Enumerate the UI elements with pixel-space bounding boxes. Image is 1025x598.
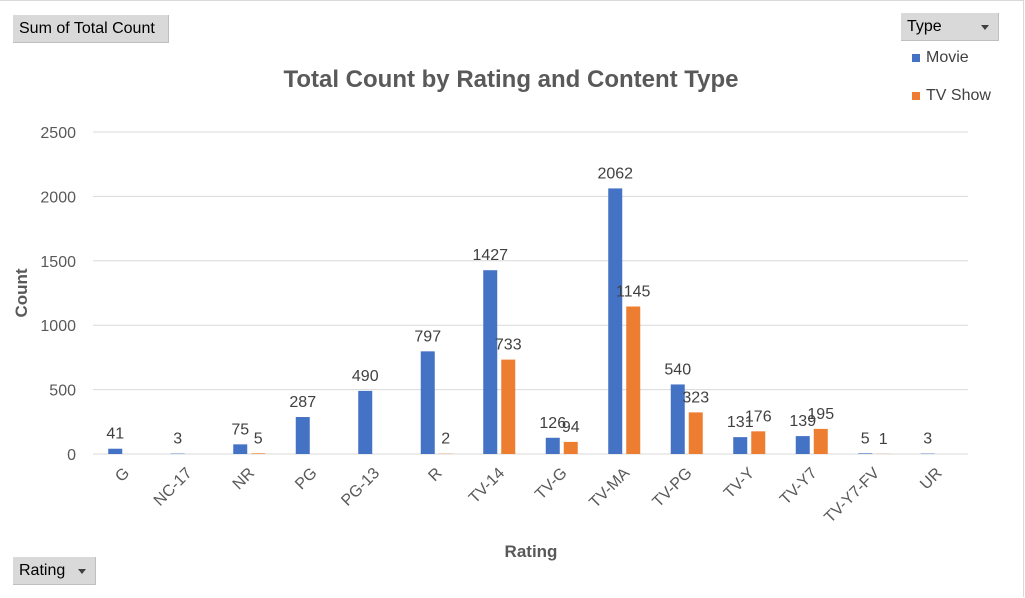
y-tick-label: 1500 bbox=[40, 254, 76, 271]
bar-movie bbox=[358, 390, 373, 454]
bar-tv-show bbox=[688, 412, 703, 454]
x-tick-label: TV-G bbox=[532, 465, 570, 503]
x-tick-label: TV-14 bbox=[466, 465, 508, 507]
x-tick-label: TV-Y7-FV bbox=[821, 465, 883, 527]
data-label: 195 bbox=[807, 406, 834, 423]
rating-filter-label: Rating bbox=[19, 562, 66, 579]
x-tick-label: NR bbox=[230, 465, 258, 493]
values-field-button[interactable]: Sum of Total Count bbox=[13, 15, 169, 43]
x-tick-label: NC-17 bbox=[151, 465, 196, 510]
rating-filter-button[interactable]: Rating bbox=[13, 557, 96, 585]
data-label: 1145 bbox=[616, 284, 651, 301]
bar-tv-show bbox=[251, 453, 266, 454]
data-label: 1 bbox=[879, 431, 888, 448]
data-label: 3 bbox=[923, 431, 932, 448]
bar-movie bbox=[233, 444, 248, 454]
bar-movie bbox=[483, 270, 498, 454]
x-tick-label: R bbox=[425, 465, 445, 485]
chart-title: Total Count by Rating and Content Type bbox=[283, 66, 738, 93]
data-label: 5 bbox=[254, 430, 263, 447]
data-label: 75 bbox=[231, 421, 249, 438]
y-tick-label: 2500 bbox=[40, 125, 76, 142]
bar-movie bbox=[108, 448, 123, 454]
bar-movie bbox=[420, 351, 435, 454]
data-label: 5 bbox=[861, 430, 870, 447]
data-label: 797 bbox=[414, 328, 441, 345]
x-tick-label: TV-MA bbox=[586, 465, 633, 512]
bar-movie bbox=[545, 437, 560, 454]
data-label: 131 bbox=[727, 414, 754, 431]
legend-item-tv-show: TV Show bbox=[912, 87, 991, 105]
bar-tv-show bbox=[751, 431, 766, 454]
x-axis-label: Rating bbox=[505, 542, 558, 561]
x-tick-label: UR bbox=[917, 465, 945, 493]
bar-movie bbox=[670, 384, 685, 454]
bars bbox=[108, 188, 935, 454]
data-label: 176 bbox=[745, 408, 772, 425]
data-label: 41 bbox=[106, 426, 124, 443]
data-label: 2 bbox=[441, 431, 450, 448]
bar-movie bbox=[733, 437, 748, 454]
data-label: 540 bbox=[664, 361, 691, 378]
data-label: 2062 bbox=[597, 165, 633, 182]
bar-movie bbox=[295, 417, 310, 454]
bar-movie bbox=[858, 453, 873, 454]
legend-swatch-movie bbox=[912, 53, 920, 62]
x-axis-ticks: G NC-17 NR PG PG-13 R TV-14 TV-G TV-MA TV-PG TV-Y T… bbox=[112, 465, 945, 527]
bar-tv-show bbox=[501, 359, 516, 454]
y-axis-label: Count bbox=[12, 268, 31, 317]
legend-label-movie: Movie bbox=[926, 49, 969, 66]
y-tick-label: 0 bbox=[67, 447, 76, 464]
x-tick-label: PG bbox=[292, 465, 320, 493]
data-label: 733 bbox=[495, 337, 522, 354]
chevron-down-icon bbox=[78, 569, 86, 574]
data-label: 94 bbox=[562, 419, 580, 436]
bar-movie bbox=[608, 188, 623, 454]
data-label: 323 bbox=[682, 389, 709, 406]
legend-item-movie: Movie bbox=[912, 49, 969, 67]
gridlines bbox=[93, 131, 968, 455]
x-tick-label: TV-Y7 bbox=[777, 465, 821, 509]
data-label: 3 bbox=[173, 431, 182, 448]
y-axis-ticks: 0 500 1000 1500 2000 2500 bbox=[40, 125, 76, 464]
type-filter-label: Type bbox=[907, 18, 942, 35]
data-label: 287 bbox=[289, 394, 316, 411]
data-label: 490 bbox=[352, 368, 379, 385]
y-tick-label: 1000 bbox=[40, 318, 76, 335]
x-tick-label: PG-13 bbox=[338, 465, 383, 510]
bar-tv-show bbox=[813, 428, 828, 454]
bar-tv-show bbox=[563, 441, 578, 454]
data-label: 1427 bbox=[472, 247, 508, 264]
chevron-down-icon bbox=[981, 25, 989, 30]
legend-label-tv-show: TV Show bbox=[926, 87, 991, 104]
data-label: 139 bbox=[789, 413, 816, 430]
x-tick-label: TV-Y bbox=[721, 465, 758, 502]
x-tick-label: TV-PG bbox=[650, 465, 696, 511]
legend-swatch-tv-show bbox=[912, 91, 920, 100]
y-tick-label: 2000 bbox=[40, 189, 76, 206]
data-label: 126 bbox=[539, 415, 566, 432]
y-tick-label: 500 bbox=[49, 383, 76, 400]
values-field-label: Sum of Total Count bbox=[19, 20, 155, 37]
x-tick-label: G bbox=[112, 465, 133, 486]
bar-movie bbox=[795, 436, 810, 454]
type-filter-button[interactable]: Type bbox=[901, 13, 999, 41]
bar-tv-show bbox=[626, 306, 641, 454]
